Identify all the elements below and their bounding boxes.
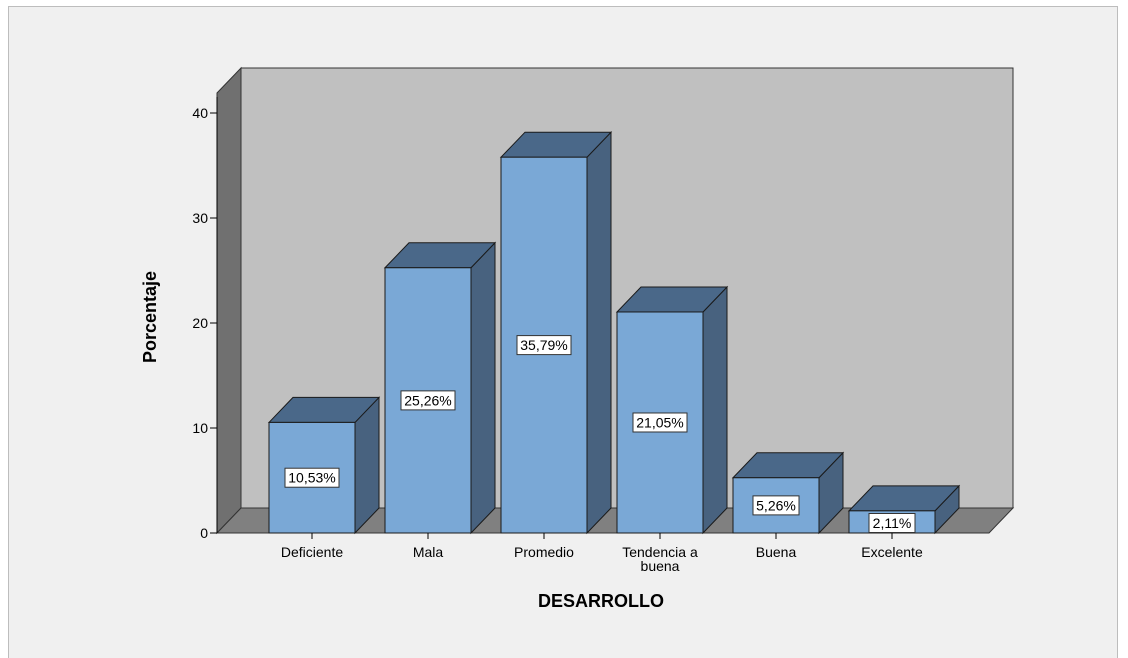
data-label: 2,11% xyxy=(873,515,912,531)
x-tick-label: Mala xyxy=(413,544,444,560)
data-label: 35,79% xyxy=(520,337,567,353)
y-tick-label: 0 xyxy=(200,525,208,541)
bar: 5,26% xyxy=(731,451,845,535)
y-tick-label: 10 xyxy=(192,420,208,436)
data-label: 21,05% xyxy=(636,414,683,430)
bar: 2,11% xyxy=(847,484,961,535)
bar-side xyxy=(470,241,496,535)
data-label: 25,26% xyxy=(404,392,451,408)
x-tick-label-line: Excelente xyxy=(861,544,923,560)
y-axis: 0 10 20 30 40 xyxy=(192,97,218,541)
data-label-box xyxy=(868,513,916,533)
x-axis-title: DESARROLLO xyxy=(538,591,664,611)
bar: 10,53% xyxy=(267,396,381,535)
x-tick-label-line: Tendencia a xyxy=(622,544,698,560)
x-tick-label-line: Buena xyxy=(756,544,797,560)
plot-side-wall xyxy=(216,66,242,535)
bar-side xyxy=(702,285,728,535)
data-label-box xyxy=(284,467,340,488)
data-label-box xyxy=(632,412,688,433)
bar-side xyxy=(586,130,612,535)
data-label: 10,53% xyxy=(288,470,335,486)
bar-chart: 0 10 20 30 40 10,53% 25,26% 35,79% 21,05% 5,26% 2… xyxy=(140,66,1015,611)
x-tick-label-line: buena xyxy=(641,558,680,574)
y-tick-label: 30 xyxy=(192,210,208,226)
chart-frame: 0 10 20 30 40 10,53% 25,26% 35,79% 21,05% 5,26% 2… xyxy=(8,6,1118,658)
x-tick-label: Tendencia a buena xyxy=(622,544,698,574)
x-tick-labels: Deficiente Mala Promedio Tendencia a buena Bu… xyxy=(281,533,923,574)
bar: 25,26% xyxy=(383,241,497,535)
x-tick-label-line: Mala xyxy=(413,544,444,560)
bar: 21,05% xyxy=(615,285,729,535)
y-axis-title: Porcentaje xyxy=(140,271,160,363)
x-tick-label: Promedio xyxy=(514,544,574,560)
data-label: 5,26% xyxy=(756,497,796,513)
bars: 10,53% 25,26% 35,79% 21,05% 5,26% 2,11% xyxy=(267,130,961,535)
bar: 35,79% xyxy=(499,130,613,535)
y-tick-label: 40 xyxy=(192,105,208,121)
x-tick-label: Excelente xyxy=(861,544,923,560)
data-label-box xyxy=(752,495,800,516)
data-label-box xyxy=(516,335,572,356)
x-tick-label: Buena xyxy=(756,544,797,560)
y-tick-label: 20 xyxy=(192,315,208,331)
data-label-box xyxy=(400,390,456,411)
x-tick-label: Deficiente xyxy=(281,544,343,560)
x-tick-label-line: Promedio xyxy=(514,544,574,560)
x-tick-label-line: Deficiente xyxy=(281,544,343,560)
